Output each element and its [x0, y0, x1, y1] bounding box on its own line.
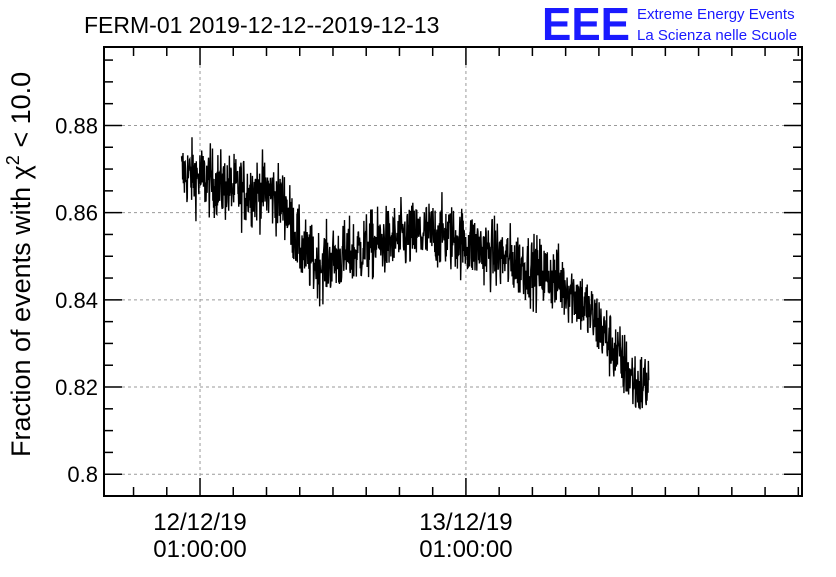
logo-letters: EEE: [542, 0, 630, 50]
plot-frame: [103, 46, 803, 497]
data-series: [180, 137, 650, 410]
chart-title: FERM-01 2019-12-12--2019-12-13: [84, 12, 439, 38]
x-tick-label-date: 12/12/19: [153, 509, 246, 536]
y-tick-label: 0.86: [55, 201, 98, 226]
eee-logo: EEE Extreme Energy Events La Scienza nel…: [542, 0, 797, 50]
y-tick-label: 0.82: [55, 375, 98, 400]
y-axis-title: Fraction of events with χ2 < 10.0: [3, 72, 36, 457]
y-tick-label: 0.88: [55, 113, 98, 138]
logo-line-1: Extreme Energy Events: [637, 6, 795, 23]
tick-labels: 0.80.820.840.860.8812/12/1901:00:0013/12…: [55, 113, 512, 563]
x-tick-label-time: 01:00:00: [419, 536, 512, 563]
logo-line-2: La Scienza nelle Scuole: [637, 27, 797, 44]
series-line: [180, 137, 650, 410]
x-tick-label-time: 01:00:00: [153, 536, 246, 563]
x-tick-label-date: 13/12/19: [419, 509, 512, 536]
y-axis-title-prefix: Fraction of events with χ: [6, 165, 36, 457]
y-axis-title-suffix: < 10.0: [6, 72, 36, 155]
y-tick-label: 0.84: [55, 288, 98, 313]
y-tick-label: 0.8: [67, 462, 98, 487]
y-axis-title-superscript: 2: [3, 155, 23, 165]
